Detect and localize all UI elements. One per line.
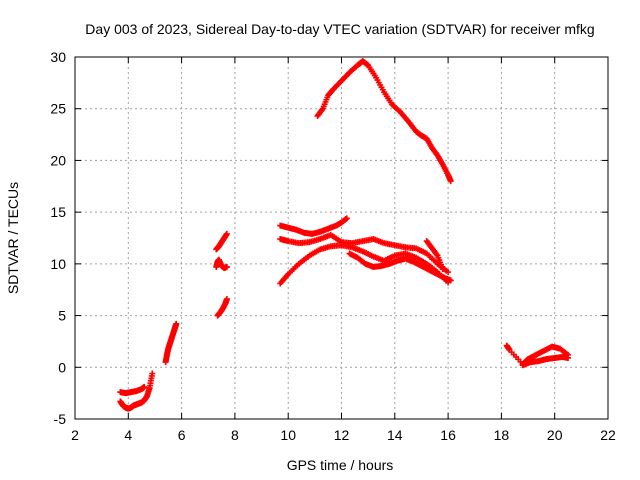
series-arc-7h-low [214,296,230,319]
data-point [173,320,180,327]
x-tick-label: 2 [71,427,79,443]
x-tick-label: 16 [440,427,456,443]
data-point [439,266,446,273]
series-arc-rise-6h [162,320,180,366]
series-arc-band-mid [277,231,452,276]
x-tick-label: 18 [494,427,510,443]
data-point [223,263,230,270]
y-tick-label: 20 [50,152,66,168]
x-tick-label: 14 [387,427,403,443]
series-arc-late-tail [423,238,446,273]
series-arc-evening [503,342,572,368]
data-point [149,370,156,377]
x-tick-label: 8 [231,427,239,443]
y-tick-label: 0 [58,359,66,375]
x-tick-label: 20 [547,427,563,443]
data-marks [117,58,572,412]
y-tick-label: 10 [50,256,66,272]
data-point [223,230,230,237]
data-point [447,178,454,185]
series-arc-evening-low [519,353,572,369]
data-point [223,296,230,303]
data-point [343,215,350,222]
y-tick-label: 5 [58,308,66,324]
x-tick-label: 4 [124,427,132,443]
series-arc-band-lower [277,242,452,287]
data-point [141,383,148,390]
x-tick-label: 22 [600,427,616,443]
y-axis-label: SDTVAR / TECUs [5,182,21,294]
x-tick-label: 6 [178,427,186,443]
series-arc-7h-mid [213,256,230,271]
plot-frame [74,56,609,420]
series-arc-early-low [117,370,156,412]
series-arc-7h-upper [213,230,230,253]
y-tick-label: 30 [50,49,66,65]
tick-labels: 2 4 6 8 10 12 14 16 18 20 22 -5 0 5 10 15 20 25 30 [50,49,616,443]
x-tick-label: 12 [334,427,350,443]
data-point [445,269,452,276]
series-arc-early-low-upper [117,383,148,397]
grid [75,57,608,419]
series-arc-peak [314,58,454,185]
x-axis-label: GPS time / hours [287,457,394,473]
data-point [565,354,572,361]
y-tick-label: 25 [50,101,66,117]
series-arc-band-dip [346,250,454,284]
y-tick-label: -5 [54,411,67,427]
data-point [447,277,454,284]
series-arc-band-upper [277,215,350,237]
chart-title: Day 003 of 2023, Sidereal Day-to-day VTE… [85,21,594,37]
x-tick-label: 10 [280,427,296,443]
y-tick-label: 15 [50,204,66,220]
